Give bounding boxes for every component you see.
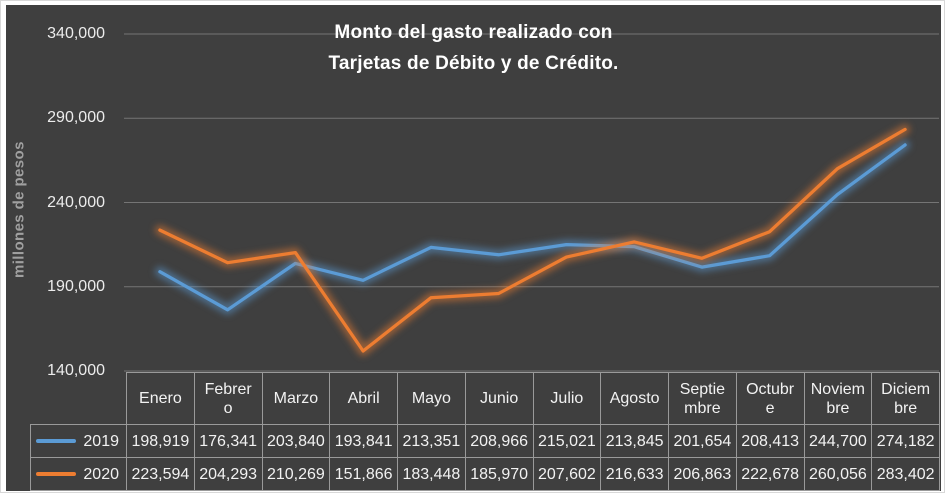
series-line-2020 <box>158 127 907 353</box>
value-cell-2019-diciembre: 274,182 <box>871 424 940 458</box>
chart-title: Monto del gasto realizado con Tarjetas d… <box>6 17 941 79</box>
y-axis-title: millones de pesos <box>10 141 28 279</box>
chart-title-line2: Tarjetas de Débito y de Crédito. <box>328 53 619 74</box>
table-row-2019: 2019 198,919 176,341 203,840 193,841 213,351 2… <box>30 424 940 458</box>
value-cell-2020-enero: 223,594 <box>126 457 195 491</box>
value-cell-2020-julio: 207,602 <box>532 457 602 491</box>
month-header-abril: Abril <box>329 372 398 425</box>
value-cell-2019-julio: 215,021 <box>532 424 602 458</box>
value-cell-2020-noviembre: 260,056 <box>803 457 873 491</box>
value-cell-2019-abril: 193,841 <box>329 424 398 458</box>
value-cell-2019-junio: 208,966 <box>464 424 534 458</box>
series-name: 2019 <box>83 432 119 450</box>
data-table: Enero Febrer o Marzo Abril Mayo Junio Julio Ago… <box>30 372 940 491</box>
value-cell-2020-octubre: 222,678 <box>735 457 805 491</box>
month-header-julio: Julio <box>532 372 602 425</box>
value-cell-2019-mayo: 213,351 <box>397 424 466 458</box>
month-header-septiembre: Septie mbre <box>668 372 737 425</box>
month-header-diciembre: Diciem bre <box>871 372 940 425</box>
value-cell-2020-mayo: 183,448 <box>397 457 466 491</box>
value-cell-2019-febrero: 176,341 <box>193 424 263 458</box>
value-cell-2019-agosto: 213,845 <box>600 424 669 458</box>
series-line-2019-glow <box>154 139 911 315</box>
month-header-enero: Enero <box>126 372 195 425</box>
chart-title-line1: Monto del gasto realizado con <box>334 22 613 43</box>
value-cell-2019-octubre: 208,413 <box>735 424 805 458</box>
month-header-febrero: Febrer o <box>193 372 263 425</box>
month-header-octubre: Octubr e <box>735 372 805 425</box>
legend-marker-2019 <box>36 439 76 443</box>
table-header-row: Enero Febrer o Marzo Abril Mayo Junio Julio Ago… <box>31 372 940 425</box>
month-header-agosto: Agosto <box>600 372 669 425</box>
value-cell-2020-diciembre: 283,402 <box>871 457 940 491</box>
value-cell-2020-marzo: 210,269 <box>261 457 331 491</box>
value-cell-2020-agosto: 216,633 <box>600 457 669 491</box>
legend-cell-2019: 2019 <box>30 424 127 458</box>
series-name: 2020 <box>83 465 119 483</box>
legend-marker-2020 <box>36 472 76 476</box>
chart-area: Monto del gasto realizado con Tarjetas d… <box>6 5 941 491</box>
value-cell-2019-marzo: 203,840 <box>261 424 331 458</box>
value-cell-2019-noviembre: 244,700 <box>803 424 873 458</box>
value-cell-2020-septiembre: 206,863 <box>668 457 737 491</box>
value-cell-2019-enero: 198,919 <box>126 424 195 458</box>
month-header-noviembre: Noviem bre <box>803 372 873 425</box>
series-line-2019 <box>158 143 907 312</box>
legend-corner-cell <box>31 373 127 425</box>
value-cell-2020-junio: 185,970 <box>464 457 534 491</box>
month-header-marzo: Marzo <box>261 372 331 425</box>
month-header-junio: Junio <box>464 372 534 425</box>
month-header-mayo: Mayo <box>397 372 466 425</box>
table-row-2020: 2020 223,594 204,293 210,269 151,866 183,448 1… <box>30 457 940 491</box>
value-cell-2019-septiembre: 201,654 <box>668 424 737 458</box>
legend-cell-2020: 2020 <box>30 457 127 491</box>
value-cell-2020-febrero: 204,293 <box>193 457 263 491</box>
line-plot <box>124 33 939 372</box>
value-cell-2020-abril: 151,866 <box>329 457 398 491</box>
